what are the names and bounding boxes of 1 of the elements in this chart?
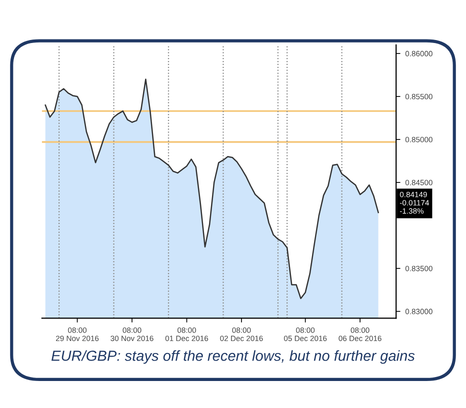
text: EUR/GBP: stays off the recent lows, but no further gains — [51, 350, 415, 364]
